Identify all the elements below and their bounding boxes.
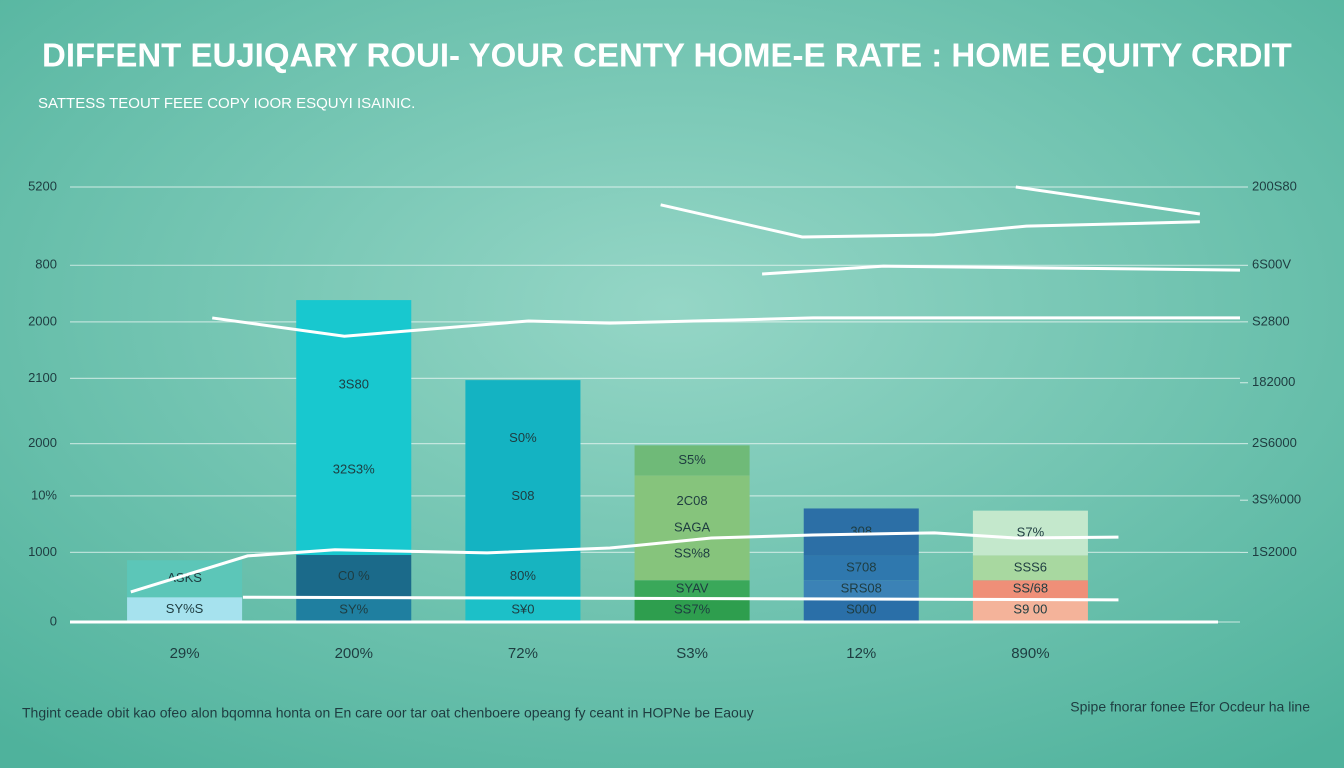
data-label: SY%: [339, 601, 368, 616]
y2-tick-label: 2S6000: [1252, 435, 1297, 450]
y-tick-label: 0: [50, 613, 57, 628]
bar-segment: [803, 580, 919, 599]
data-label: S7%: [1017, 524, 1045, 539]
x-tick-label: 200%: [335, 645, 373, 662]
y2-tick-label: 182000: [1252, 374, 1295, 389]
bar-segment: [634, 475, 750, 581]
data-label: SS7%: [674, 601, 711, 616]
bar-segment: [296, 555, 412, 599]
y2-tick-label: 200S80: [1252, 178, 1297, 193]
y2-tick-label: S2800: [1252, 313, 1290, 328]
line: [660, 203, 1200, 239]
bar-segment: [972, 580, 1088, 599]
data-label: SAGA: [674, 519, 710, 534]
y-tick-label: 2000: [28, 435, 57, 450]
bar-segment: [634, 580, 750, 599]
bar-segment: [803, 598, 919, 622]
data-label: 80%: [510, 568, 536, 583]
line: [1015, 185, 1201, 216]
y-tick-label: 2000: [28, 313, 57, 328]
data-label: SS/68: [1013, 581, 1048, 596]
bar-segment: [634, 445, 750, 476]
y-tick-label: 1000: [28, 544, 57, 559]
footnote: Spipe fnorar fonee Efor Ocdeur ha line: [1070, 699, 1310, 715]
x-tick-label: 890%: [1011, 645, 1049, 662]
data-label: C0 %: [338, 568, 370, 583]
chart-subtitle: SATTESS TEOUT FEEE COPY IOOR ESQUYI ISAI…: [38, 95, 415, 112]
x-tick-label: 72%: [508, 645, 538, 662]
data-label: 3S80: [339, 377, 369, 392]
bar-segment: [127, 597, 243, 622]
data-label: 308: [850, 523, 872, 538]
y-tick-label: 5200: [28, 178, 57, 193]
bar-segment: [803, 555, 919, 581]
y2-tick-label: 6S00V: [1252, 257, 1291, 272]
x-tick-label: 29%: [170, 645, 200, 662]
data-label: SYAV: [676, 581, 709, 596]
data-label: S000: [846, 601, 876, 616]
data-label: S5%: [678, 452, 706, 467]
data-label: SS%8: [674, 545, 710, 560]
bar-segment: [296, 598, 412, 622]
bar-segment: [296, 300, 412, 556]
data-label: S0%: [509, 430, 537, 445]
line: [130, 531, 1119, 594]
bar-segment: [465, 380, 581, 556]
data-label: S08: [511, 488, 534, 503]
bar-segment: [465, 598, 581, 622]
y-tick-label: 2100: [28, 370, 57, 385]
line: [212, 316, 1240, 338]
line: [242, 595, 1119, 602]
bar-segment: [127, 560, 243, 598]
bar-segment: [972, 510, 1088, 556]
y-tick-label: 10%: [31, 487, 57, 502]
footnote: Thgint ceade obit kao ofeo alon bqomna h…: [22, 705, 754, 721]
y2-tick-label: 3S%000: [1252, 492, 1301, 507]
chart-title: DIFFENT EUJIQARY ROUI- YOUR CENTY HOME-E…: [42, 37, 1292, 74]
data-label: SY%S: [166, 601, 204, 616]
data-label: S¥0: [511, 601, 534, 616]
data-label: S9 00: [1013, 601, 1047, 616]
y2-tick-label: 1S2000: [1252, 544, 1297, 559]
data-label: SSS6: [1014, 559, 1047, 574]
bar-segment: [465, 555, 581, 599]
x-tick-label: 12%: [846, 645, 876, 662]
data-label: SRS08: [841, 581, 882, 596]
y-tick-label: 800: [35, 257, 57, 272]
data-label: 2C08: [677, 493, 708, 508]
bar-segment: [634, 598, 750, 622]
bar-segment: [972, 555, 1088, 581]
x-tick-label: S3%: [676, 645, 708, 662]
data-label: S708: [846, 559, 876, 574]
line: [762, 264, 1241, 276]
data-label: 32S3%: [333, 461, 375, 476]
bar-segment: [972, 598, 1088, 622]
